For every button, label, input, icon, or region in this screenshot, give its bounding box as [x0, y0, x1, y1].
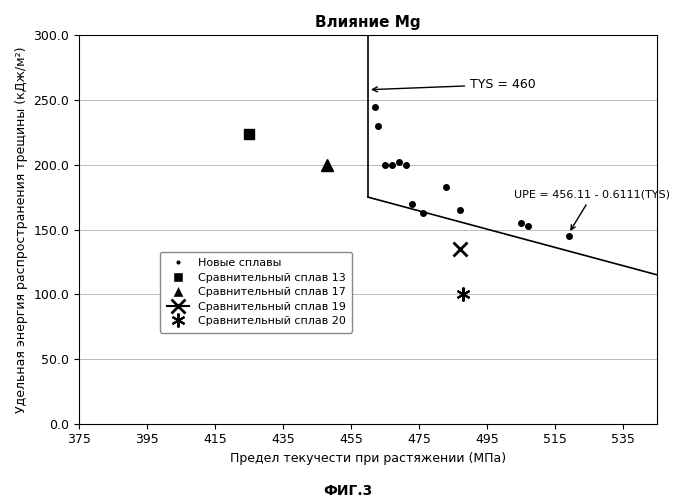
Title: Влияние Mg: Влияние Mg [316, 15, 421, 30]
Новые сплавы [395, 159, 403, 165]
Новые сплавы [442, 184, 450, 190]
Новые сплавы [524, 222, 532, 228]
Новые сплавы [564, 233, 573, 239]
Новые сплавы [418, 210, 427, 216]
Line: Новые сплавы: Новые сплавы [372, 104, 571, 239]
Новые сплавы [401, 162, 409, 168]
X-axis label: Предел текучести при растяжении (МПа): Предел текучести при растяжении (МПа) [230, 452, 506, 465]
Новые сплавы [388, 162, 396, 168]
Новые сплавы [381, 162, 389, 168]
Legend: Новые сплавы, Сравнительный сплав 13, Сравнительный сплав 17, Сравнительный спла: Новые сплавы, Сравнительный сплав 13, Ср… [160, 252, 352, 332]
Новые сплавы [408, 200, 416, 206]
Новые сплавы [370, 104, 379, 110]
Text: ФИГ.3: ФИГ.3 [323, 484, 372, 498]
Новые сплавы [456, 207, 464, 213]
Новые сплавы [374, 123, 382, 129]
Новые сплавы [517, 220, 525, 226]
Text: TYS = 460: TYS = 460 [373, 78, 536, 92]
Y-axis label: Удельная энергия распространения трещины (кДж/м²): Удельная энергия распространения трещины… [15, 46, 28, 413]
Text: UPE = 456.11 - 0.6111(TYS): UPE = 456.11 - 0.6111(TYS) [514, 190, 670, 230]
